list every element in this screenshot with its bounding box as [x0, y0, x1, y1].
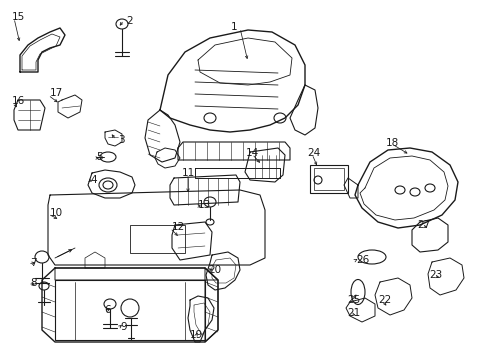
Text: 8: 8 [30, 278, 37, 288]
Text: 20: 20 [207, 265, 221, 275]
Text: 3: 3 [118, 135, 124, 145]
Text: 2: 2 [126, 16, 132, 26]
Text: 12: 12 [172, 222, 185, 232]
Text: 18: 18 [385, 138, 398, 148]
Text: 22: 22 [378, 295, 391, 305]
Text: 4: 4 [90, 175, 97, 185]
Text: 25: 25 [346, 295, 360, 305]
Text: 10: 10 [50, 208, 63, 218]
Text: 15: 15 [12, 12, 25, 22]
Text: 5: 5 [96, 152, 102, 162]
Text: 23: 23 [428, 270, 442, 280]
Bar [313, 168, 343, 190]
Text: 14: 14 [245, 148, 258, 158]
Text: 19: 19 [189, 330, 202, 340]
Text: 17: 17 [50, 88, 63, 98]
Text: 11: 11 [181, 168, 194, 178]
Text: 26: 26 [355, 255, 368, 265]
Text: 24: 24 [307, 148, 320, 158]
Text: 21: 21 [346, 308, 360, 318]
Bar [55, 280, 204, 340]
Text: 9: 9 [120, 322, 126, 332]
Bar [130, 225, 184, 253]
Text: 7: 7 [30, 258, 37, 268]
Text: 16: 16 [12, 96, 25, 106]
Text: 13: 13 [198, 200, 211, 210]
Text: 1: 1 [230, 22, 237, 32]
Bar [309, 165, 347, 193]
Text: 27: 27 [417, 220, 430, 230]
Text: 6: 6 [104, 305, 111, 315]
